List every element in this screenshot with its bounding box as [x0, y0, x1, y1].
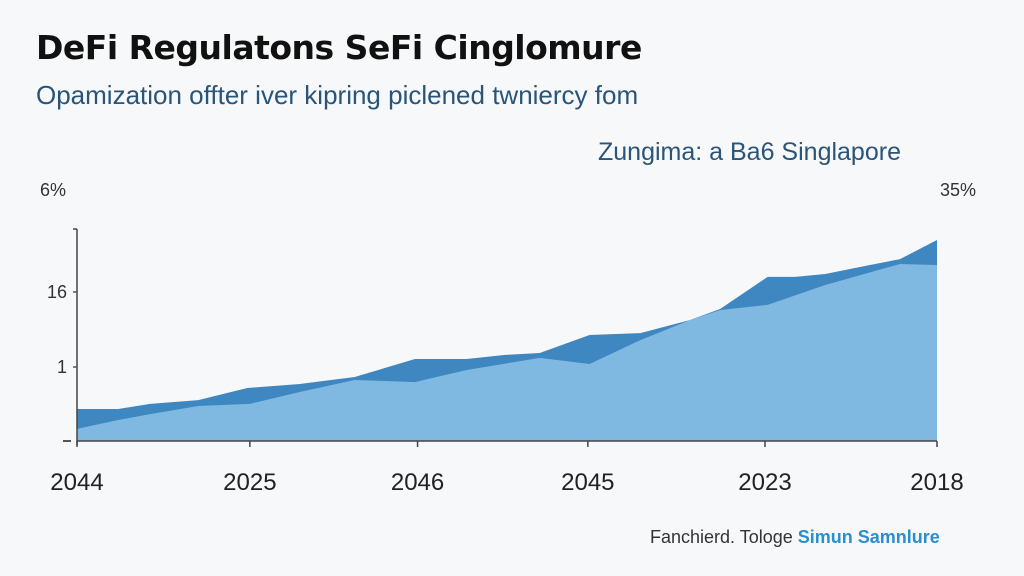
chart-subtitle: Opamization offter iver kipring piclened… — [36, 80, 639, 110]
area-series-lower — [77, 263, 937, 441]
x-tick-label: 2044 — [50, 469, 103, 496]
right-axis-label: 35% — [940, 180, 977, 200]
left-axis-label: 6% — [40, 180, 67, 200]
chart-title: DeFi Regulatons SeFi Cinglomure — [36, 28, 642, 67]
x-tick-label: 2025 — [223, 469, 276, 496]
legend-label: Zungima: a Ba6 Singlapore — [598, 138, 901, 166]
footer-text: Fanchierd. Tologe — [650, 527, 793, 547]
footer-brand: Simun Samnlure — [797, 527, 940, 547]
y-tick-label: 16 — [47, 282, 67, 302]
x-tick-label: 2046 — [391, 469, 444, 496]
y-tick-label: 1 — [57, 357, 67, 377]
footer: Fanchierd. Tologe Simun Samnlure — [650, 527, 940, 548]
x-tick-label: 2023 — [738, 469, 791, 496]
x-tick-label: 2018 — [910, 469, 963, 496]
x-tick-label: 2045 — [561, 469, 614, 496]
